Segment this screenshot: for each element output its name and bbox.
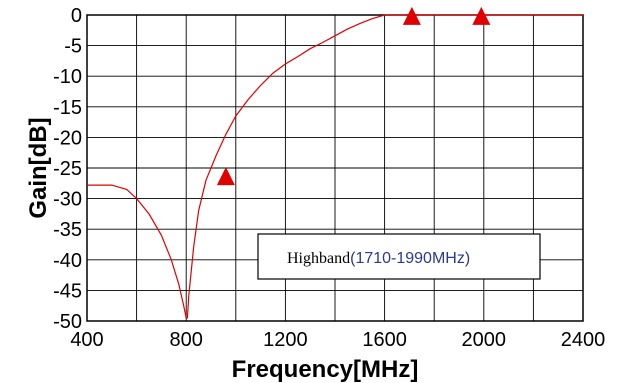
y-tick-label: 0 [71, 5, 82, 27]
y-tick-labels: 0 -5 -10 -15 -20 -25 -30 -35 -40 -45 -50 [53, 5, 82, 333]
y-tick-label: -10 [53, 66, 82, 88]
y-tick-label: -5 [64, 36, 82, 58]
legend-annotation: Highband(1710-1990MHz) [257, 233, 541, 280]
y-tick-label: -40 [53, 250, 82, 272]
annotation-range: (1710-1990MHz) [350, 250, 470, 267]
gain-series-line [87, 14, 583, 319]
y-axis-title: Gain[dB] [25, 117, 52, 218]
x-axis-title: Frequency[MHz] [232, 356, 419, 383]
annotation-prefix: Highband [287, 250, 350, 267]
triangle-marker [472, 6, 491, 25]
x-tick-label: 1200 [263, 329, 308, 351]
y-tick-label: -25 [53, 158, 82, 180]
x-tick-label: 1600 [362, 329, 407, 351]
x-tick-label: 2400 [561, 329, 606, 351]
y-tick-label: -15 [53, 97, 82, 119]
x-tick-label: 800 [170, 329, 203, 351]
y-tick-label: -50 [53, 311, 82, 333]
y-tick-label: -30 [53, 189, 82, 211]
marker-group [216, 6, 491, 186]
annotation-box [257, 233, 541, 280]
plot-frame [86, 14, 584, 322]
svg-text:Highband(1710-1990MHz): Highband(1710-1990MHz) [287, 250, 470, 267]
y-tick-label: -20 [53, 127, 82, 149]
x-tick-label: 2000 [462, 329, 507, 351]
y-tick-label: -35 [53, 219, 82, 241]
x-tick-label: 400 [70, 329, 103, 351]
x-tick-labels: 400 800 1200 1600 2000 2400 [70, 329, 605, 351]
y-tick-label: -45 [53, 280, 82, 302]
triangle-marker [216, 167, 235, 186]
triangle-marker [402, 6, 421, 25]
